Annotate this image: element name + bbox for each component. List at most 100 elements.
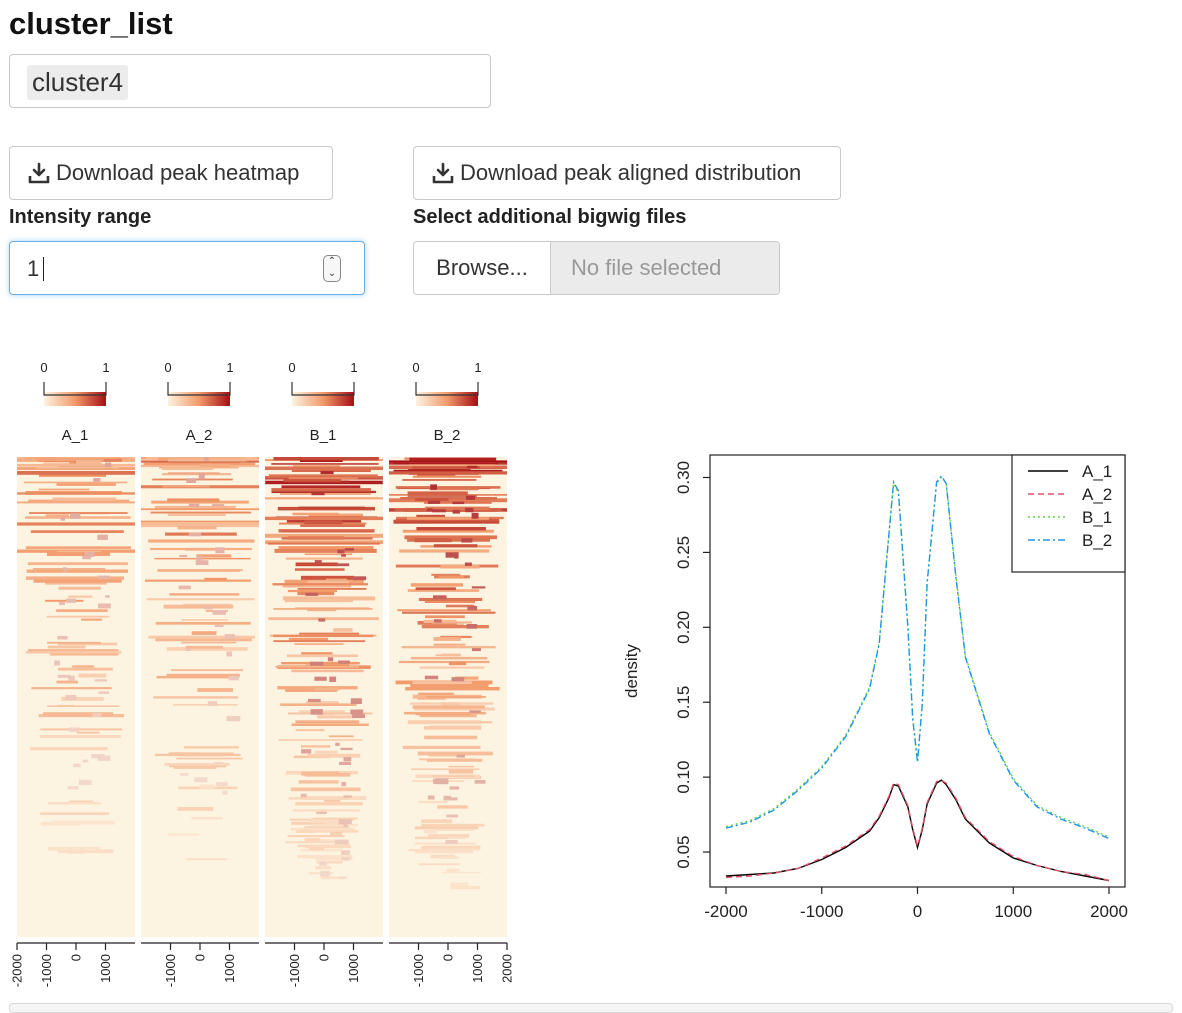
heatmap-streak	[197, 688, 233, 692]
heatmap-streak	[292, 512, 339, 516]
heatmap-streak	[61, 697, 104, 701]
legend-box	[1011, 454, 1126, 573]
heatmap-streak	[409, 462, 495, 467]
download-heatmap-label: Download peak heatmap	[56, 160, 300, 185]
chevron-down-icon[interactable]: ⌄	[327, 268, 337, 279]
legend-label: B_1	[1082, 508, 1112, 527]
heatmap-streak	[228, 675, 239, 681]
heatmap-streak	[307, 580, 349, 585]
heatmap-streak	[154, 505, 236, 509]
heatmap-streak	[278, 739, 363, 741]
chevron-up-icon[interactable]: ⌃	[327, 256, 337, 267]
heatmap-streak	[222, 790, 228, 795]
heatmap-streak	[40, 734, 121, 738]
heatmap-streak	[288, 477, 358, 480]
heatmap-streak	[350, 698, 362, 704]
heatmap-streak	[17, 549, 135, 553]
heatmap-streak	[28, 499, 130, 503]
heatmap-streak	[323, 798, 341, 802]
heatmap-streak	[421, 625, 489, 629]
intensity-range-input[interactable]: 1 ⌃ ⌄	[9, 241, 365, 295]
heatmap-streak	[267, 542, 380, 545]
heatmap-streak	[315, 866, 332, 870]
heatmap-streak	[340, 747, 353, 751]
heatmap-streak	[199, 784, 215, 789]
heatmap-streak	[316, 860, 343, 864]
heatmap-streak	[167, 498, 220, 502]
heatmap-streak	[414, 538, 452, 543]
heatmap-streak	[298, 830, 359, 833]
heatmap-streak	[288, 797, 349, 800]
heatmap-streak	[17, 522, 135, 526]
heatmap-streak	[62, 567, 67, 572]
heatmap-streak	[168, 833, 200, 836]
heatmap-streak	[198, 473, 205, 480]
heatmap-streak	[283, 478, 342, 482]
heatmap-streak	[315, 857, 353, 860]
heatmap-streak	[273, 457, 379, 461]
heatmap-streak	[168, 513, 226, 517]
heatmap-streak	[33, 568, 106, 570]
heatmap-streak	[188, 532, 202, 537]
x-tick-label: -2000	[704, 902, 747, 921]
heatmap-streak	[321, 876, 344, 880]
heatmap-streak	[163, 604, 234, 609]
heatmap-streak	[214, 624, 224, 627]
heatmap-streak	[275, 665, 359, 668]
cluster-chip[interactable]: cluster4	[27, 65, 129, 100]
heatmap-streak	[445, 552, 459, 558]
heatmap-streak	[417, 751, 493, 756]
heatmap-streak	[450, 885, 481, 890]
heatmap-streak	[285, 598, 353, 603]
heatmap-streak	[226, 651, 232, 657]
cluster-select[interactable]: cluster4	[9, 54, 491, 108]
heatmap-streak	[148, 635, 256, 639]
heatmap-streak	[27, 562, 128, 566]
heatmap-x-tick-label: -1000	[411, 954, 426, 987]
colorbar-axis	[43, 382, 107, 396]
heatmap-streak	[271, 488, 371, 492]
heatmap-streak	[402, 529, 494, 533]
bigwig-file-input[interactable]: Browse... No file selected	[413, 241, 780, 295]
heatmap-streak	[412, 475, 482, 478]
heatmap-streak	[425, 696, 486, 698]
browse-button[interactable]: Browse...	[414, 242, 551, 294]
download-heatmap-button[interactable]: Download peak heatmap	[9, 146, 333, 200]
x-tick-label: 0	[913, 902, 922, 921]
heatmap-streak	[407, 720, 481, 725]
intensity-value[interactable]: 1	[27, 256, 40, 281]
heatmap-streak	[188, 503, 200, 507]
heatmap-streak	[287, 589, 337, 593]
heatmap-streak	[73, 763, 81, 768]
heatmap-streak	[277, 506, 375, 511]
heatmap-streak	[314, 839, 347, 843]
colorbar-tick-label: 0	[412, 360, 419, 375]
heatmap-streak	[471, 586, 486, 589]
heatmap-streak	[336, 563, 350, 567]
heatmap-streak	[69, 727, 80, 732]
download-distribution-button[interactable]: Download peak aligned distribution	[413, 146, 841, 200]
heatmap-streak	[334, 839, 349, 845]
heatmap-streak	[191, 631, 217, 635]
heatmap-streak	[40, 812, 110, 815]
colorbar	[44, 392, 106, 406]
heatmap-streak	[339, 761, 351, 765]
number-spinner[interactable]: ⌃ ⌄	[323, 255, 341, 282]
heatmap-x-tick-label: -1000	[287, 954, 302, 987]
heatmap-streak	[282, 585, 352, 588]
legend-label: A_1	[1082, 462, 1112, 481]
heatmap-streak	[105, 595, 110, 598]
heatmap-x-tick-label: 0	[69, 954, 84, 961]
heatmap-streak	[474, 780, 486, 784]
intensity-range-label: Intensity range	[9, 206, 152, 228]
heatmap-streak	[146, 598, 255, 601]
heatmap-streak	[329, 676, 337, 682]
heatmap-streak	[295, 720, 360, 724]
heatmap-streak	[141, 522, 258, 526]
colorbar-tick-label: 0	[40, 360, 47, 375]
heatmap-streak	[72, 665, 94, 668]
heatmap-streak	[427, 500, 441, 504]
heatmap-streak	[415, 587, 456, 591]
heatmap-streak	[204, 577, 227, 580]
heatmap-streak	[186, 478, 196, 483]
